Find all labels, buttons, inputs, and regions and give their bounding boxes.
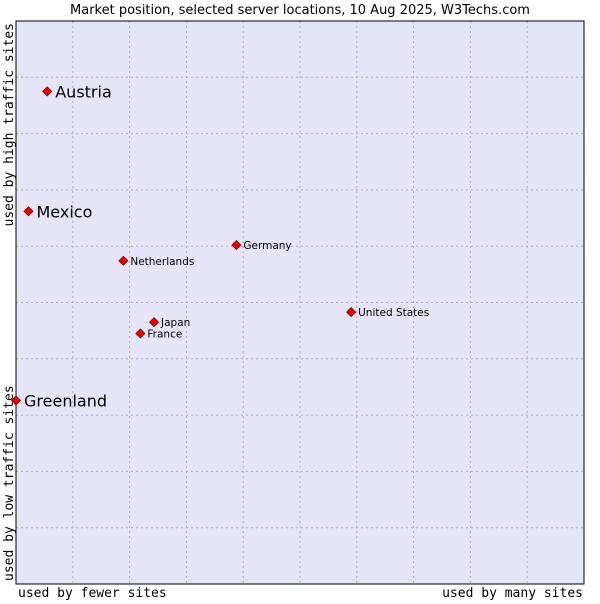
marker-france — [135, 328, 146, 339]
marker-austria — [42, 86, 53, 97]
x-axis-label-right: used by many sites — [442, 586, 583, 600]
marker-japan — [148, 317, 160, 328]
marker-greenland — [10, 395, 22, 406]
y-axis-label-bottom: used by low traffic sites — [2, 385, 17, 581]
marker-united-states — [346, 307, 357, 318]
marker-netherlands — [118, 255, 129, 266]
point-japan: Japan — [148, 317, 190, 329]
y-axis-label-top: used by high traffic sites — [2, 23, 17, 227]
label-france: France — [147, 328, 182, 340]
chart-title: Market position, selected server locatio… — [70, 3, 530, 18]
label-mexico: Mexico — [36, 202, 92, 221]
point-netherlands: Netherlands — [118, 255, 194, 268]
x-axis-label-left: used by fewer sites — [18, 586, 167, 600]
label-austria: Austria — [55, 82, 112, 101]
label-greenland: Greenland — [24, 391, 107, 410]
point-mexico: Mexico — [23, 202, 92, 221]
point-austria: Austria — [42, 82, 112, 101]
point-germany: Germany — [231, 240, 292, 252]
label-japan: Japan — [160, 317, 190, 329]
data-points: Austria Mexico Greenland Germany Netherlands… — [10, 82, 429, 410]
label-germany: Germany — [243, 240, 291, 252]
label-united-states: United States — [358, 307, 429, 319]
label-netherlands: Netherlands — [130, 256, 194, 268]
grid-lines — [16, 21, 584, 584]
point-france: France — [135, 328, 182, 340]
marker-mexico — [23, 206, 34, 217]
point-greenland: Greenland — [10, 391, 107, 410]
point-united-states: United States — [346, 307, 429, 319]
marker-germany — [231, 240, 242, 251]
plot-frame — [15, 20, 585, 585]
